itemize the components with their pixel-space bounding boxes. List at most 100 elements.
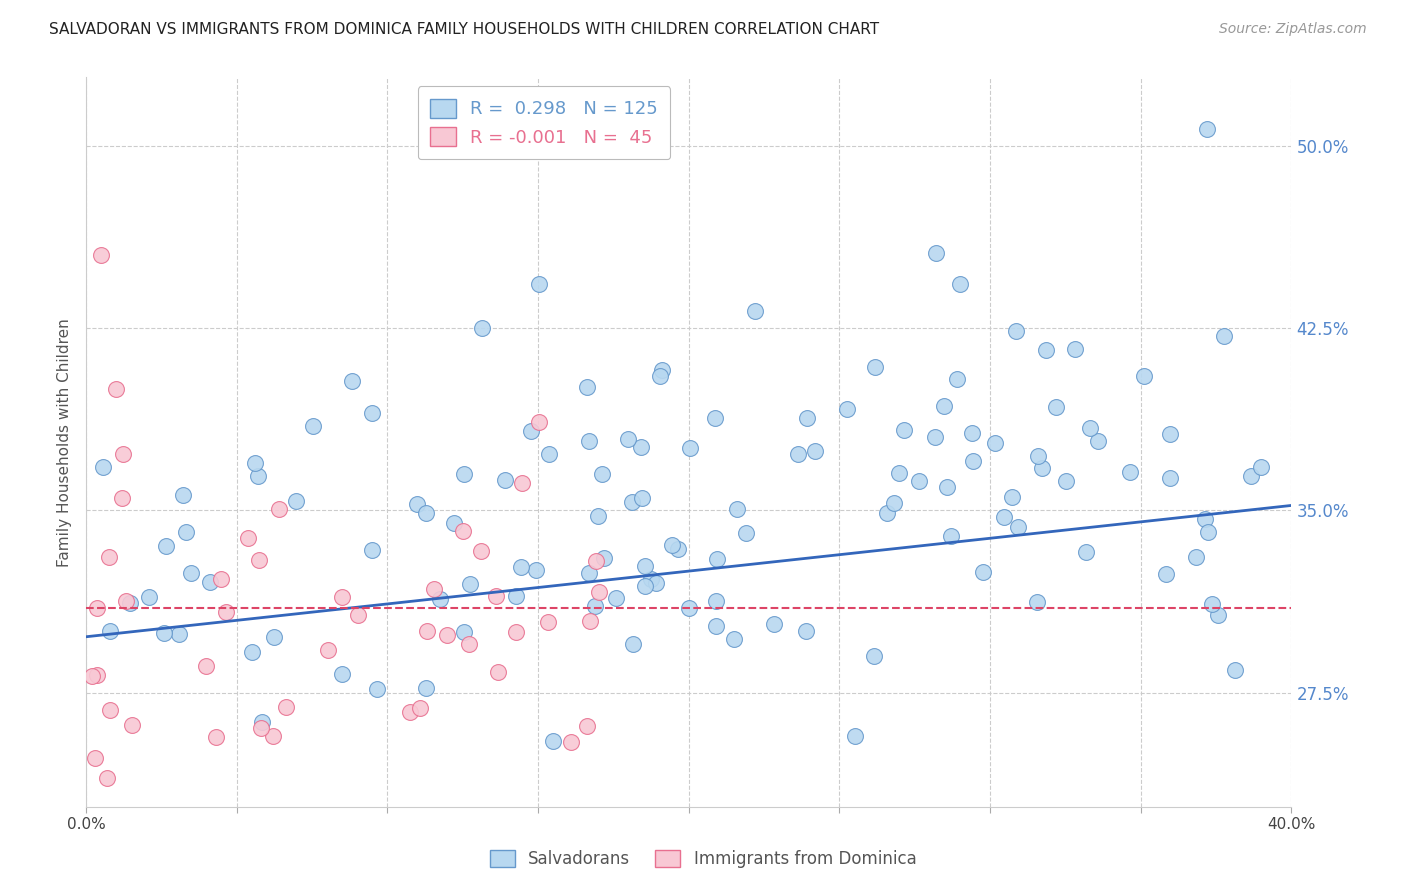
Point	[876, 506, 898, 520]
Point	[250, 721, 273, 735]
Legend: Salvadorans, Immigrants from Dominica: Salvadorans, Immigrants from Dominica	[484, 843, 922, 875]
Point	[115, 593, 138, 607]
Point	[98, 703, 121, 717]
Point	[640, 572, 662, 586]
Point	[537, 447, 560, 461]
Point	[1225, 663, 1247, 677]
Point	[509, 560, 531, 574]
Point	[194, 658, 217, 673]
Point	[236, 531, 259, 545]
Point	[172, 488, 194, 502]
Point	[138, 590, 160, 604]
Point	[541, 734, 564, 748]
Point	[583, 599, 606, 613]
Point	[198, 575, 221, 590]
Point	[1159, 471, 1181, 485]
Point	[1045, 400, 1067, 414]
Point	[98, 624, 121, 639]
Point	[82, 668, 104, 682]
Point	[1194, 512, 1216, 526]
Point	[634, 579, 657, 593]
Point	[588, 584, 610, 599]
Point	[575, 719, 598, 733]
Point	[494, 473, 516, 487]
Point	[340, 374, 363, 388]
Point	[527, 415, 550, 429]
Point	[415, 506, 437, 520]
Point	[645, 576, 668, 591]
Point	[90, 248, 112, 262]
Point	[415, 624, 437, 639]
Point	[585, 554, 607, 568]
Point	[763, 617, 786, 632]
Point	[485, 589, 508, 603]
Point	[630, 441, 652, 455]
Point	[1184, 549, 1206, 564]
Point	[398, 705, 420, 719]
Point	[893, 423, 915, 437]
Point	[1078, 420, 1101, 434]
Point	[575, 379, 598, 393]
Point	[960, 425, 983, 440]
Point	[520, 425, 543, 439]
Point	[794, 624, 817, 638]
Point	[704, 594, 727, 608]
Point	[105, 382, 128, 396]
Point	[526, 563, 548, 577]
Point	[505, 624, 527, 639]
Point	[1239, 469, 1261, 483]
Point	[318, 643, 340, 657]
Point	[1197, 121, 1219, 136]
Point	[666, 541, 689, 556]
Point	[1031, 461, 1053, 475]
Text: Source: ZipAtlas.com: Source: ZipAtlas.com	[1219, 22, 1367, 37]
Point	[366, 682, 388, 697]
Point	[1119, 465, 1142, 479]
Point	[993, 510, 1015, 524]
Point	[592, 550, 614, 565]
Point	[91, 460, 114, 475]
Point	[405, 497, 427, 511]
Point	[209, 572, 232, 586]
Point	[537, 615, 560, 629]
Point	[560, 735, 582, 749]
Point	[972, 565, 994, 579]
Point	[734, 525, 756, 540]
Point	[1074, 545, 1097, 559]
Point	[346, 608, 368, 623]
Point	[744, 304, 766, 318]
Point	[1035, 343, 1057, 358]
Point	[121, 717, 143, 731]
Point	[409, 700, 432, 714]
Point	[1063, 343, 1085, 357]
Point	[586, 508, 609, 523]
Point	[527, 277, 550, 292]
Point	[1087, 434, 1109, 448]
Point	[935, 480, 957, 494]
Point	[835, 401, 858, 416]
Point	[578, 434, 600, 449]
Point	[443, 516, 465, 530]
Point	[1201, 598, 1223, 612]
Point	[429, 592, 451, 607]
Point	[155, 539, 177, 553]
Point	[883, 496, 905, 510]
Point	[704, 410, 727, 425]
Point	[453, 524, 475, 538]
Point	[591, 467, 613, 482]
Point	[1054, 474, 1077, 488]
Point	[706, 552, 728, 566]
Point	[330, 591, 353, 605]
Point	[267, 502, 290, 516]
Point	[946, 372, 969, 386]
Point	[453, 467, 475, 481]
Point	[276, 700, 298, 714]
Point	[651, 363, 673, 377]
Point	[723, 632, 745, 646]
Point	[415, 681, 437, 695]
Point	[634, 558, 657, 573]
Point	[1026, 450, 1049, 464]
Point	[786, 447, 808, 461]
Point	[453, 624, 475, 639]
Point	[205, 730, 228, 744]
